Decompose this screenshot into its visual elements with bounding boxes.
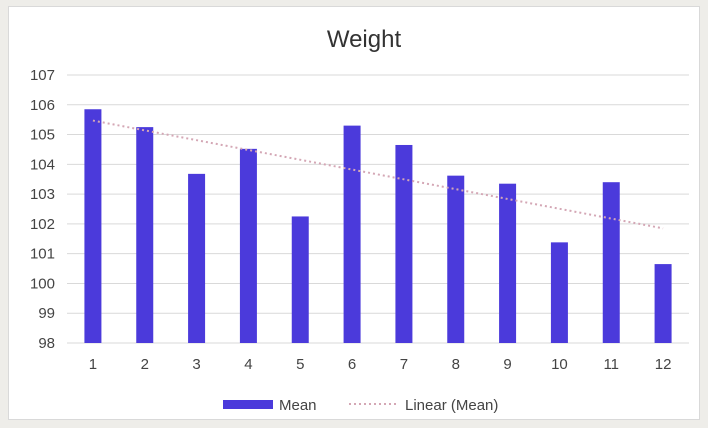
x-tick-label: 6	[348, 356, 356, 373]
legend-label-mean: Mean	[279, 397, 317, 414]
x-tick-label: 9	[503, 356, 511, 373]
trendline	[92, 119, 664, 230]
x-tick-label: 8	[452, 356, 460, 373]
y-tick-label: 104	[30, 156, 55, 173]
y-tick-label: 107	[30, 67, 55, 84]
y-tick-label: 102	[30, 216, 55, 233]
x-tick-label: 3	[192, 356, 200, 373]
bar-9	[499, 183, 517, 343]
bar-12	[654, 264, 672, 343]
x-tick-label: 12	[655, 356, 672, 373]
legend-swatch-mean	[223, 400, 273, 409]
legend: Mean Linear (Mean)	[223, 397, 498, 414]
x-axis-tick-labels: 1 2 3 4 5 6 7 8 9 10 11 12	[89, 356, 672, 373]
y-tick-label: 99	[38, 305, 55, 322]
bar-4	[239, 148, 257, 343]
y-tick-label: 105	[30, 127, 55, 144]
gridlines	[67, 74, 689, 344]
bar-11	[602, 182, 620, 343]
chart-title: Weight	[327, 26, 402, 53]
bar-5	[291, 216, 309, 343]
legend-label-trendline: Linear (Mean)	[405, 397, 498, 414]
y-tick-label: 100	[30, 275, 55, 292]
bar-8	[447, 175, 465, 343]
x-tick-label: 11	[603, 356, 619, 373]
y-axis-tick-labels: 98 99 100 101 102 103 104 105 106 107	[30, 67, 55, 352]
bar-1	[84, 109, 102, 343]
y-tick-label: 106	[30, 97, 55, 114]
x-tick-label: 7	[400, 356, 408, 373]
bars	[84, 109, 672, 343]
x-tick-label: 10	[551, 356, 568, 373]
x-tick-label: 2	[141, 356, 149, 373]
x-tick-label: 5	[296, 356, 304, 373]
trendline-group	[92, 119, 664, 230]
x-tick-label: 1	[89, 356, 97, 373]
y-tick-label: 101	[30, 246, 55, 263]
y-tick-label: 98	[38, 335, 55, 352]
bar-7	[395, 144, 413, 343]
bar-10	[550, 242, 568, 343]
bar-6	[343, 125, 361, 343]
y-tick-label: 103	[30, 186, 55, 203]
bar-3	[188, 173, 206, 343]
x-tick-label: 4	[244, 356, 252, 373]
bar-2	[136, 127, 154, 343]
